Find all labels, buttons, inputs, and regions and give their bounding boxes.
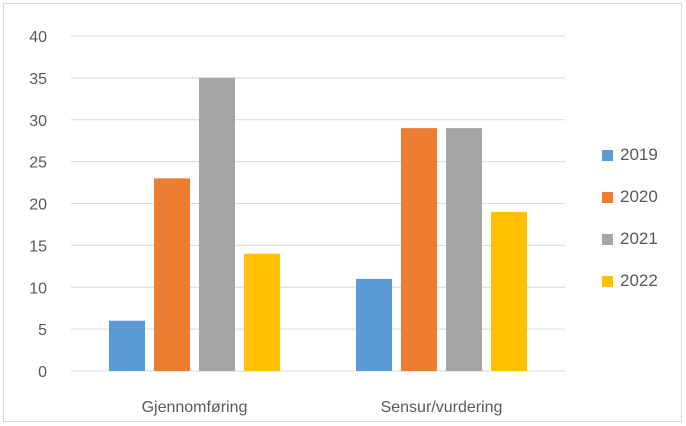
bar-2019-0	[109, 320, 145, 371]
y-axis-labels: 0 5 10 15 20 25 30 35 40	[29, 29, 47, 381]
x-tick-label-1: Sensur/vurdering	[381, 399, 503, 416]
y-tick-label-10: 10	[29, 280, 47, 297]
legend-label-2021: 2021	[620, 229, 658, 248]
legend-swatch-2019	[602, 149, 613, 161]
legend-swatch-2022	[602, 275, 613, 287]
legend-label-2022: 2022	[620, 271, 658, 290]
y-tick-label-30: 30	[29, 113, 47, 130]
legend-item-2022: 2022	[602, 271, 658, 291]
legend-label-2019: 2019	[620, 145, 658, 164]
legend-item-2021: 2021	[602, 229, 658, 249]
legend-item-2020: 2020	[602, 187, 658, 207]
legend-swatch-2021	[602, 233, 613, 245]
y-tick-label-20: 20	[29, 197, 47, 214]
bar-2019-1	[356, 278, 392, 371]
bar-2021-0	[199, 77, 235, 371]
x-tick-label-0: Gjennomføring	[142, 399, 248, 416]
y-tick-label-0: 0	[38, 364, 47, 381]
bar-2022-1	[491, 211, 527, 371]
bar-2021-1	[446, 128, 482, 371]
y-tick-label-35: 35	[29, 71, 47, 88]
y-tick-label-40: 40	[29, 29, 47, 46]
bar-2020-0	[154, 178, 190, 371]
y-tick-label-25: 25	[29, 155, 47, 172]
legend-label-2020: 2020	[620, 187, 658, 206]
legend-item-2019: 2019	[602, 145, 658, 165]
bar-2020-1	[401, 128, 437, 371]
x-axis-labels: Gjennomføring Sensur/vurdering	[142, 399, 503, 416]
bars	[109, 77, 527, 371]
y-tick-label-5: 5	[38, 322, 47, 339]
bar-2022-0	[244, 253, 280, 371]
legend-swatch-2020	[602, 191, 613, 203]
gridlines	[71, 35, 565, 372]
y-tick-label-15: 15	[29, 238, 47, 255]
